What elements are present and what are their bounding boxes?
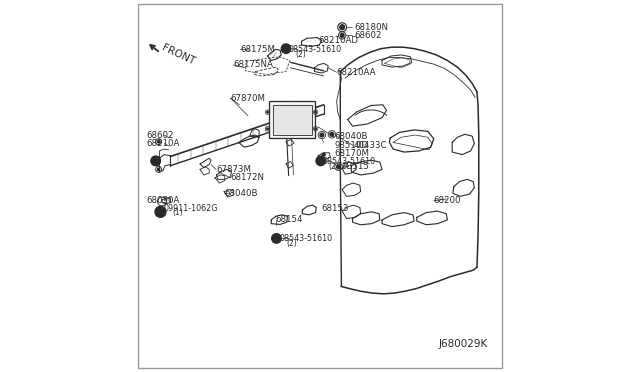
Circle shape [267,128,268,129]
Text: 68153: 68153 [322,203,349,213]
Circle shape [315,112,316,113]
Text: 68210AD: 68210AD [318,36,358,45]
Text: 68030A: 68030A [147,196,180,205]
Circle shape [281,44,291,54]
Text: 68210A: 68210A [147,139,180,148]
Text: 08543-51610: 08543-51610 [323,157,376,166]
Text: 68180N: 68180N [354,23,388,32]
Text: 68210AA: 68210AA [337,68,376,77]
Circle shape [157,141,160,143]
Text: J680029K: J680029K [438,339,488,349]
Text: 67870M: 67870M [230,94,266,103]
Circle shape [267,112,268,113]
Text: 68175M: 68175M [241,45,276,54]
Text: 68175NA: 68175NA [233,60,273,70]
Circle shape [322,153,325,156]
Text: S: S [275,235,278,241]
Text: 68200: 68200 [434,196,461,205]
Text: 9B515: 9B515 [341,162,369,171]
Text: S: S [284,46,288,52]
Text: 98510D: 98510D [334,141,368,150]
Text: 68040B: 68040B [224,189,257,198]
Text: 68040B: 68040B [334,132,367,141]
Text: 68172N: 68172N [230,173,265,182]
Text: 68154: 68154 [276,215,303,224]
Circle shape [154,160,157,162]
Circle shape [315,128,316,129]
Circle shape [316,156,326,166]
Bar [273,105,312,135]
Text: 67873M: 67873M [216,165,251,174]
Circle shape [271,234,281,243]
Text: (1): (1) [172,208,183,218]
Circle shape [155,206,166,217]
Text: 68602: 68602 [147,131,174,140]
Circle shape [340,25,344,29]
Circle shape [337,165,340,169]
Circle shape [340,33,344,37]
Text: 40433C: 40433C [353,141,387,150]
Text: 08543-51610: 08543-51610 [289,45,342,54]
Text: (2): (2) [286,239,297,248]
Circle shape [320,133,324,137]
Text: (2): (2) [295,50,306,59]
Bar [269,101,316,138]
Text: 68602: 68602 [354,31,381,40]
Text: 08543-51610: 08543-51610 [280,234,333,243]
Text: FRONT: FRONT [161,43,196,67]
Text: 68170M: 68170M [334,149,369,158]
Circle shape [151,156,161,166]
Text: S: S [319,158,323,164]
Text: (2): (2) [329,162,340,171]
Text: 09911-1062G: 09911-1062G [163,203,218,213]
Circle shape [330,132,333,136]
Circle shape [157,168,160,170]
Text: N: N [157,207,163,217]
